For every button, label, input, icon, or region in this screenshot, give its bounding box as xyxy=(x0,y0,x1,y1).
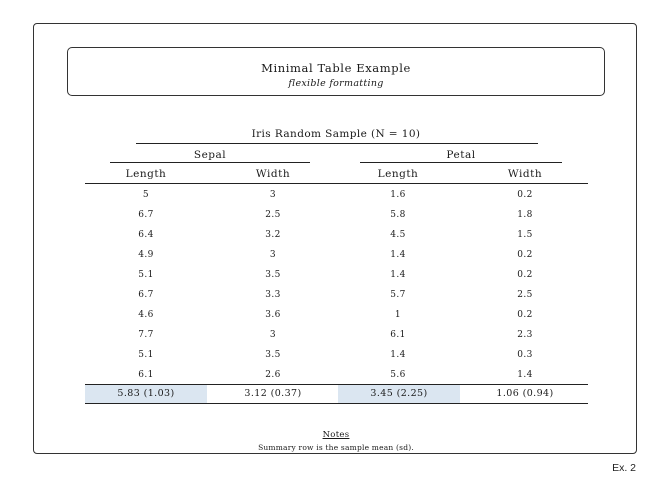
table-cell: 5.1 xyxy=(138,350,154,360)
page-title: Minimal Table Example xyxy=(261,61,411,75)
page-subtitle: flexible formatting xyxy=(288,78,384,89)
table-cell: 3.5 xyxy=(265,270,281,280)
notes-title: Notes xyxy=(322,430,350,440)
summary-top-rule xyxy=(85,384,588,385)
header-rule xyxy=(85,183,588,184)
table-cell: 4.5 xyxy=(390,230,406,240)
table-cell: 3 xyxy=(269,190,277,200)
table-cell: 6.7 xyxy=(138,290,154,300)
column-header-petal-length: Length xyxy=(377,168,419,180)
column-header-sepal-length: Length xyxy=(125,168,167,180)
column-header-sepal-width: Width xyxy=(255,168,291,180)
table-cell: 0.2 xyxy=(517,310,533,320)
group-rule-petal xyxy=(360,162,562,163)
table-cell: 1.6 xyxy=(390,190,406,200)
table-cell: 1.4 xyxy=(390,250,406,260)
table-cell: 7.7 xyxy=(138,330,154,340)
table-cell: 5.1 xyxy=(138,270,154,280)
table-cell: 0.2 xyxy=(517,190,533,200)
table-cell: 2.6 xyxy=(265,370,281,380)
table-cell: 2.5 xyxy=(517,290,533,300)
table-cell: 6.4 xyxy=(138,230,154,240)
table-cell: 6.1 xyxy=(390,330,406,340)
table-cell: 5.8 xyxy=(390,210,406,220)
table-cell: 4.9 xyxy=(138,250,154,260)
table-cell: 6.7 xyxy=(138,210,154,220)
summary-cell-sepal-length: 5.83 (1.03) xyxy=(85,385,207,403)
page-frame xyxy=(33,23,637,454)
table-cell: 1.4 xyxy=(517,370,533,380)
summary-bottom-rule xyxy=(85,403,588,404)
table-cell: 3.5 xyxy=(265,350,281,360)
summary-cell-sepal-width: 3.12 (0.37) xyxy=(244,388,302,399)
title-box: Minimal Table Example flexible formattin… xyxy=(67,47,605,96)
table-caption: Iris Random Sample (N = 10) xyxy=(251,128,421,140)
table-cell: 2.3 xyxy=(517,330,533,340)
table-cell: 0.2 xyxy=(517,250,533,260)
notes-text: Summary row is the sample mean (sd). xyxy=(258,443,414,452)
table-cell: 3.6 xyxy=(265,310,281,320)
table-cell: 4.6 xyxy=(138,310,154,320)
group-label-petal: Petal xyxy=(446,149,476,161)
table-cell: 1.5 xyxy=(517,230,533,240)
table-cell: 6.1 xyxy=(138,370,154,380)
caption-rule xyxy=(136,143,538,144)
table-cell: 0.3 xyxy=(517,350,533,360)
table-cell: 5 xyxy=(142,190,150,200)
example-label: Ex. 2 xyxy=(612,462,636,474)
table-cell: 3 xyxy=(269,250,277,260)
table-cell: 1 xyxy=(394,310,402,320)
summary-cell-petal-width: 1.06 (0.94) xyxy=(496,388,554,399)
table-cell: 1.4 xyxy=(390,350,406,360)
table-cell: 1.8 xyxy=(517,210,533,220)
column-header-petal-width: Width xyxy=(507,168,543,180)
group-rule-sepal xyxy=(110,162,310,163)
table-cell: 2.5 xyxy=(265,210,281,220)
table-cell: 3.3 xyxy=(265,290,281,300)
table-cell: 5.6 xyxy=(390,370,406,380)
group-label-sepal: Sepal xyxy=(193,149,227,161)
table-cell: 3.2 xyxy=(265,230,281,240)
table-cell: 1.4 xyxy=(390,270,406,280)
table-cell: 3 xyxy=(269,330,277,340)
table-cell: 0.2 xyxy=(517,270,533,280)
table-cell: 5.7 xyxy=(390,290,406,300)
summary-cell-petal-length: 3.45 (2.25) xyxy=(338,385,460,403)
